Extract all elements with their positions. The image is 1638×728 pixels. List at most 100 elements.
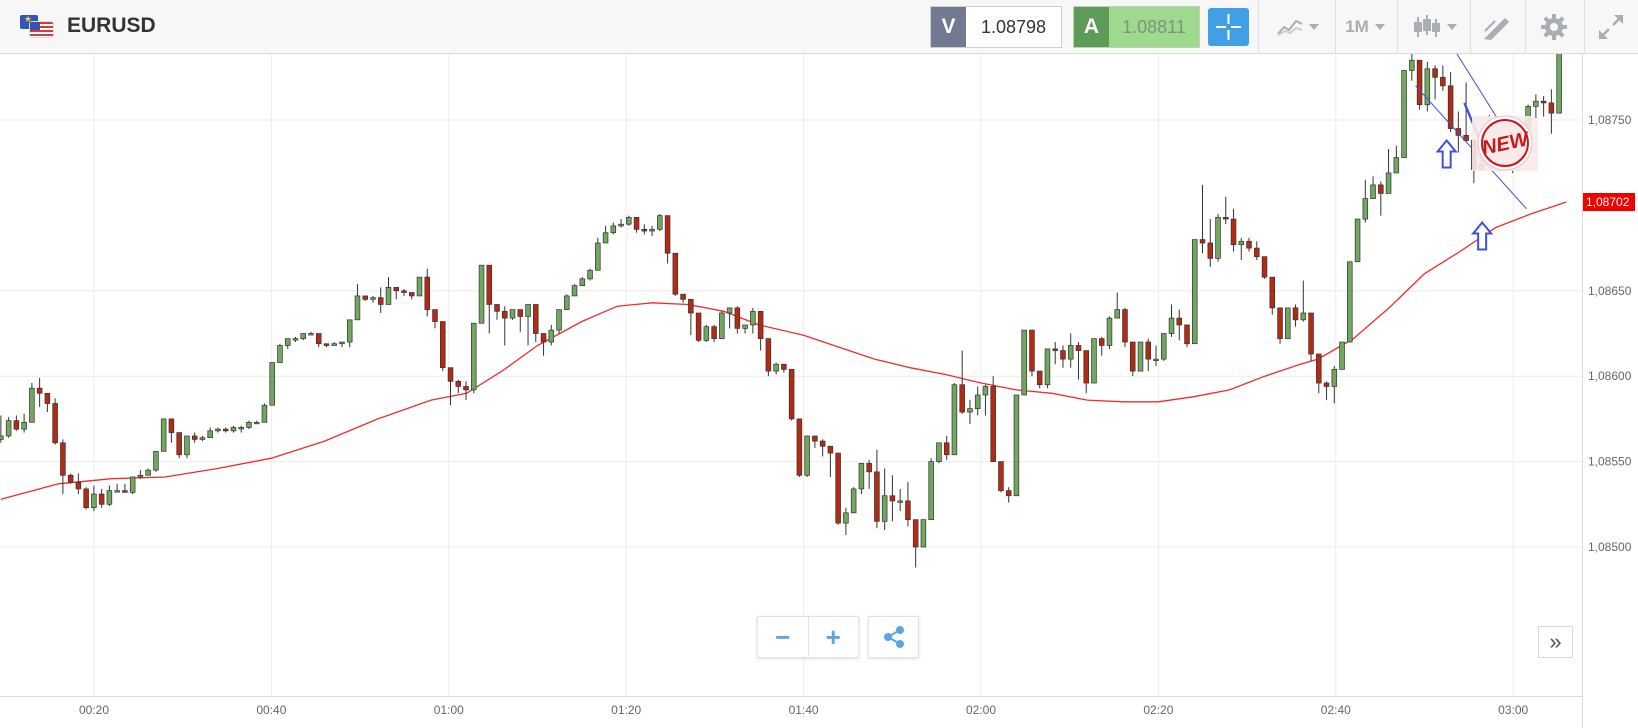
fullscreen-icon — [1599, 15, 1623, 39]
candle-body — [750, 310, 756, 326]
candle-down — [362, 295, 368, 302]
candle-down — [1230, 208, 1237, 252]
fullscreen-button[interactable] — [1586, 0, 1636, 54]
chart-type-button[interactable] — [1266, 0, 1330, 54]
candle-body — [1308, 312, 1314, 355]
candle-body — [540, 333, 547, 343]
candle-down — [393, 287, 399, 300]
bid-tag: V — [931, 7, 966, 47]
candle-up — [951, 383, 958, 456]
candle-type-button[interactable] — [1403, 0, 1467, 54]
candle-body — [246, 421, 252, 428]
new-badge: NEW — [1472, 115, 1538, 171]
candle-down — [52, 398, 58, 445]
price-chart[interactable]: 1,08500 1,08550 1,08600 1,08650 1,08750 00:2… — [0, 54, 1638, 728]
candle-body — [377, 297, 384, 305]
candle-down — [695, 312, 702, 343]
candle-down — [905, 482, 911, 527]
candle-up — [1339, 341, 1345, 370]
timeframe-selector[interactable]: 1M — [1338, 0, 1392, 54]
draw-icon — [1484, 18, 1509, 40]
candle-down — [98, 488, 105, 508]
candle-body — [564, 295, 570, 310]
candle-down — [1455, 111, 1462, 153]
candle-down — [812, 435, 818, 448]
candle-body — [478, 264, 485, 324]
candle-up — [897, 488, 903, 512]
candle-body — [827, 445, 834, 454]
candle-body — [936, 442, 942, 462]
candle-body — [362, 295, 368, 300]
candle-down — [67, 473, 74, 484]
candle-up — [1285, 307, 1291, 339]
candle-down — [1416, 59, 1423, 110]
candle-down — [1129, 341, 1136, 377]
candle-body — [354, 295, 361, 321]
settings-button[interactable] — [1527, 0, 1580, 54]
zoom-controls: − + — [757, 616, 859, 658]
time-tick-label: 02:20 — [1143, 703, 1173, 717]
candle-body — [1378, 184, 1384, 194]
candle-up — [920, 519, 927, 548]
candle-body — [416, 276, 423, 297]
candle-up — [602, 225, 609, 244]
candle-body — [199, 437, 206, 440]
candle-down — [502, 306, 508, 346]
time-tick-label: 01:20 — [611, 703, 641, 717]
draw-tool-button[interactable] — [1472, 0, 1522, 54]
price-labels: 1,087981,08702 — [1583, 192, 1635, 211]
candle-up — [881, 468, 888, 530]
candle-body — [548, 329, 555, 343]
candle-up — [277, 343, 283, 363]
candle-body — [1029, 329, 1035, 372]
toolbar-divider — [1397, 0, 1398, 54]
candle-up — [1021, 329, 1027, 396]
candle-up — [385, 277, 392, 305]
scroll-to-end-button[interactable]: » — [1538, 626, 1573, 658]
candle-body — [261, 404, 268, 423]
crosshair-button[interactable] — [1208, 8, 1249, 46]
candle-up — [471, 322, 477, 394]
candle-body — [269, 362, 275, 406]
candle-down — [1548, 89, 1555, 134]
candle-body — [191, 435, 198, 440]
candle-up — [858, 462, 865, 495]
ma-line — [0, 201, 1567, 500]
candle-body — [1292, 307, 1299, 321]
candle-body — [556, 309, 562, 331]
symbol-selector[interactable]: EURUSD — [20, 14, 156, 38]
candle-down — [1052, 342, 1058, 365]
candle-body — [1199, 239, 1206, 244]
candle-up — [129, 476, 136, 495]
candle-body — [897, 500, 903, 503]
zoom-in-button[interactable]: + — [825, 621, 841, 652]
candle-up — [253, 420, 260, 425]
candle-up — [308, 331, 314, 336]
candle-down — [1184, 324, 1190, 348]
candle-body — [1331, 369, 1338, 387]
bid-price-box[interactable]: V 1.08798 — [930, 6, 1062, 48]
candle-body — [928, 461, 934, 521]
candle-body — [920, 519, 927, 548]
drawings — [1415, 54, 1527, 251]
candle-body — [1447, 85, 1454, 129]
candle-body — [1021, 329, 1027, 396]
candle-body — [160, 418, 167, 452]
candle-down — [688, 298, 694, 336]
candle-up — [719, 311, 725, 339]
candle-body — [207, 430, 213, 439]
candle-body — [137, 474, 144, 478]
share-button[interactable] — [868, 616, 919, 658]
ask-price-box[interactable]: A 1.08811 — [1073, 6, 1200, 48]
candle-down — [1098, 336, 1105, 356]
candle-up — [1331, 365, 1338, 404]
zoom-out-button[interactable]: − — [758, 617, 809, 657]
candle-body — [742, 324, 748, 329]
time-axis: 00:20 00:40 01:00 01:20 01:40 02:00 02:20 02:40… — [79, 703, 1529, 717]
candle-up — [618, 219, 624, 228]
share-icon — [883, 626, 904, 648]
candle-body — [1277, 307, 1283, 339]
candle-down — [1292, 304, 1299, 327]
candle-up — [1168, 304, 1175, 337]
candle-body — [284, 338, 291, 346]
